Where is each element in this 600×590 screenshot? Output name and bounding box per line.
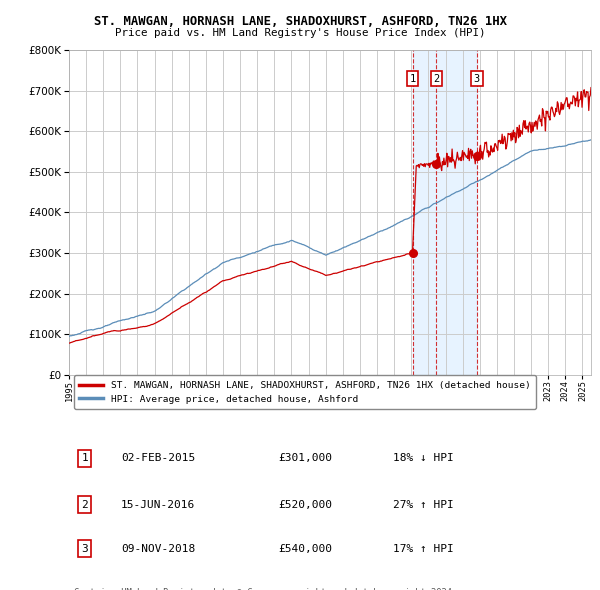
Text: £301,000: £301,000 — [278, 454, 332, 464]
Text: 2: 2 — [433, 74, 439, 84]
Text: 3: 3 — [474, 74, 480, 84]
Text: 09-NOV-2018: 09-NOV-2018 — [121, 543, 196, 553]
Text: Price paid vs. HM Land Registry's House Price Index (HPI): Price paid vs. HM Land Registry's House … — [115, 28, 485, 38]
Text: 3: 3 — [81, 543, 88, 553]
Text: 27% ↑ HPI: 27% ↑ HPI — [392, 500, 454, 510]
Text: Contains HM Land Registry data © Crown copyright and database right 2024.: Contains HM Land Registry data © Crown c… — [74, 588, 457, 590]
Text: £540,000: £540,000 — [278, 543, 332, 553]
Text: 1: 1 — [410, 74, 416, 84]
Text: 18% ↓ HPI: 18% ↓ HPI — [392, 454, 454, 464]
Text: 02-FEB-2015: 02-FEB-2015 — [121, 454, 196, 464]
Text: 1: 1 — [81, 454, 88, 464]
Text: £520,000: £520,000 — [278, 500, 332, 510]
Text: 15-JUN-2016: 15-JUN-2016 — [121, 500, 196, 510]
Text: 17% ↑ HPI: 17% ↑ HPI — [392, 543, 454, 553]
Text: ST. MAWGAN, HORNASH LANE, SHADOXHURST, ASHFORD, TN26 1HX: ST. MAWGAN, HORNASH LANE, SHADOXHURST, A… — [94, 15, 506, 28]
Legend: ST. MAWGAN, HORNASH LANE, SHADOXHURST, ASHFORD, TN26 1HX (detached house), HPI: : ST. MAWGAN, HORNASH LANE, SHADOXHURST, A… — [74, 375, 536, 409]
Text: 2: 2 — [81, 500, 88, 510]
